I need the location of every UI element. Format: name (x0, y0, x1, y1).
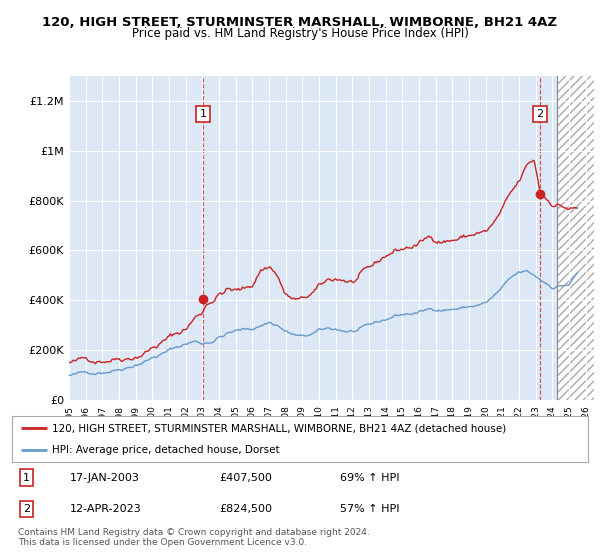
Text: 17-JAN-2003: 17-JAN-2003 (70, 473, 139, 483)
Bar (557, 76, 594, 400)
Text: 69% ↑ HPI: 69% ↑ HPI (340, 473, 400, 483)
Text: 57% ↑ HPI: 57% ↑ HPI (340, 504, 400, 514)
Bar (557, 76, 594, 400)
Text: 120, HIGH STREET, STURMINSTER MARSHALL, WIMBORNE, BH21 4AZ (detached house): 120, HIGH STREET, STURMINSTER MARSHALL, … (52, 423, 506, 433)
Text: 1: 1 (200, 109, 206, 119)
Text: 2: 2 (23, 504, 30, 514)
Text: 12-APR-2023: 12-APR-2023 (70, 504, 142, 514)
Text: Price paid vs. HM Land Registry's House Price Index (HPI): Price paid vs. HM Land Registry's House … (131, 27, 469, 40)
Text: Contains HM Land Registry data © Crown copyright and database right 2024.
This d: Contains HM Land Registry data © Crown c… (18, 528, 370, 547)
Text: £407,500: £407,500 (220, 473, 272, 483)
Text: HPI: Average price, detached house, Dorset: HPI: Average price, detached house, Dors… (52, 445, 280, 455)
Text: 2: 2 (536, 109, 544, 119)
Text: 120, HIGH STREET, STURMINSTER MARSHALL, WIMBORNE, BH21 4AZ: 120, HIGH STREET, STURMINSTER MARSHALL, … (43, 16, 557, 29)
Text: 1: 1 (23, 473, 30, 483)
Text: £824,500: £824,500 (220, 504, 272, 514)
